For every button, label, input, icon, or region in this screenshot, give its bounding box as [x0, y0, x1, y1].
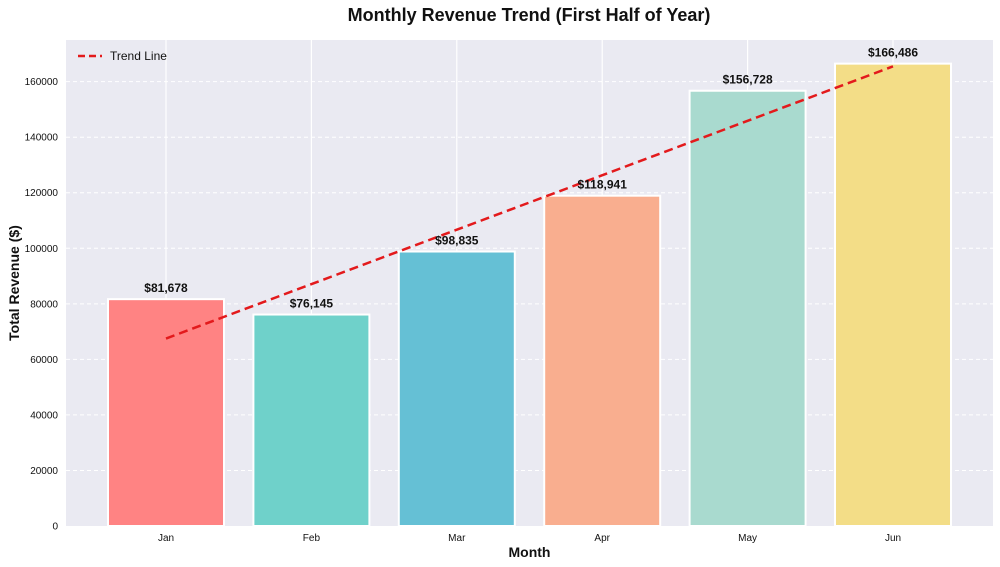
data-labels: $81,678 $76,145 $98,835 $118,941 $156,728 $16… [144, 46, 918, 311]
trend-line [165, 65, 894, 340]
x-axis-label: Month [509, 544, 551, 560]
bar-mar [397, 250, 516, 527]
chart-title: Monthly Revenue Trend (First Half of Yea… [348, 5, 711, 25]
x-tick-label: May [738, 533, 757, 544]
x-tick-label: Mar [448, 533, 466, 544]
y-axis-label: Total Revenue ($) [6, 225, 22, 341]
data-label: $81,678 [144, 281, 188, 295]
x-tick-label: Feb [303, 533, 321, 544]
x-axis-ticks: Jan Feb Mar Apr May Jun [158, 533, 901, 544]
y-tick-label: 140000 [25, 133, 59, 144]
y-axis-ticks: 0 20000 40000 60000 80000 100000 120000 140000 1… [25, 77, 59, 532]
data-label: $156,728 [723, 73, 773, 87]
legend-trend-line-label: Trend Line [110, 49, 167, 63]
bar-may [688, 89, 807, 527]
trend-line-group [165, 65, 894, 340]
bar-apr [543, 194, 662, 528]
y-tick-label: 120000 [25, 188, 59, 199]
y-tick-label: 100000 [25, 244, 59, 255]
data-label: $98,835 [435, 234, 479, 248]
data-label: $166,486 [868, 46, 918, 60]
data-label: $76,145 [290, 297, 334, 311]
x-tick-label: Jun [885, 533, 901, 544]
y-tick-label: 80000 [30, 299, 58, 310]
x-tick-label: Jan [158, 533, 174, 544]
y-tick-label: 40000 [30, 410, 58, 421]
bar-jan [107, 298, 225, 527]
y-tick-label: 20000 [30, 466, 58, 477]
y-tick-label: 60000 [30, 355, 58, 366]
x-tick-label: Apr [594, 533, 610, 544]
y-tick-label: 160000 [25, 77, 59, 88]
bar-jun [834, 62, 952, 528]
y-tick-label: 0 [52, 522, 58, 533]
bar-feb [252, 313, 371, 527]
legend: Trend Line [78, 49, 167, 63]
bars [107, 62, 952, 528]
data-label: $118,941 [578, 178, 628, 192]
